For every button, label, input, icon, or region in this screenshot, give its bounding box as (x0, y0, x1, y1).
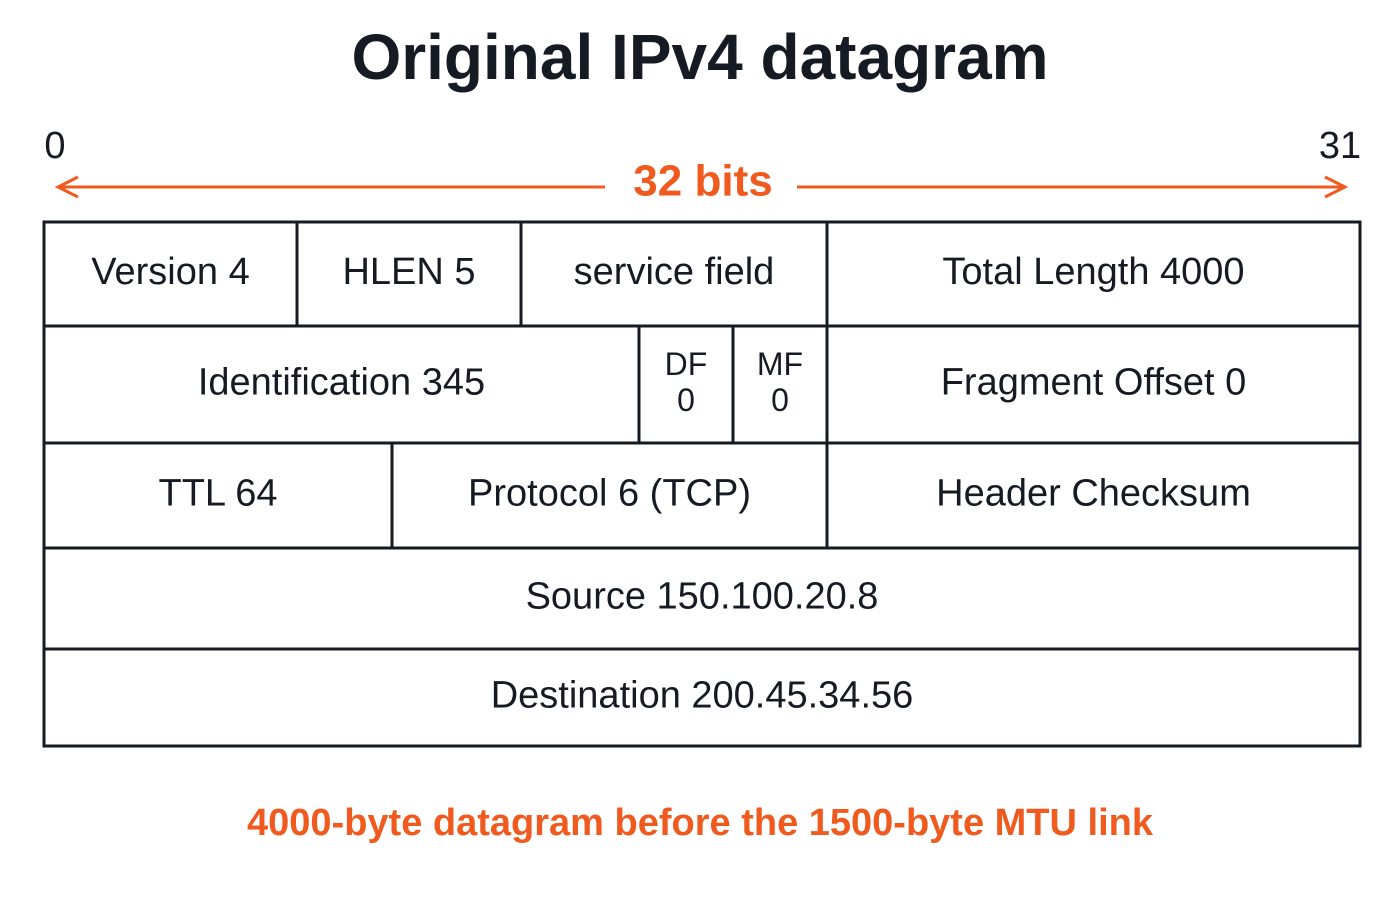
field-label: Destination 200.45.34.56 (491, 675, 914, 717)
field-label: DF (665, 346, 708, 382)
bit-start: 0 (44, 125, 65, 167)
field-label: service field (574, 251, 775, 293)
field-label: 0 (677, 382, 695, 418)
field-label: Fragment Offset 0 (941, 362, 1247, 404)
field-label: 0 (771, 382, 789, 418)
width-arrow (54, 175, 1349, 199)
title: Original IPv4 datagram (351, 21, 1048, 93)
field-label: TTL 64 (159, 473, 278, 515)
field-label: Source 150.100.20.8 (526, 576, 879, 618)
field-label: Identification 345 (198, 362, 485, 404)
bit-end: 31 (1319, 125, 1361, 167)
field-label: Version 4 (91, 251, 249, 293)
field-label: Protocol 6 (TCP) (468, 473, 751, 515)
field-label: Total Length 4000 (942, 251, 1244, 293)
width-label: 32 bits (633, 157, 772, 206)
field-label: HLEN 5 (342, 251, 475, 293)
caption: 4000-byte datagram before the 1500-byte … (247, 802, 1154, 844)
field-label: Header Checksum (936, 473, 1251, 515)
header-table: Version 4 HLEN 5 service field Total Length… (42, 220, 1362, 748)
field-cell (42, 647, 1362, 748)
field-label: MF (757, 346, 803, 382)
